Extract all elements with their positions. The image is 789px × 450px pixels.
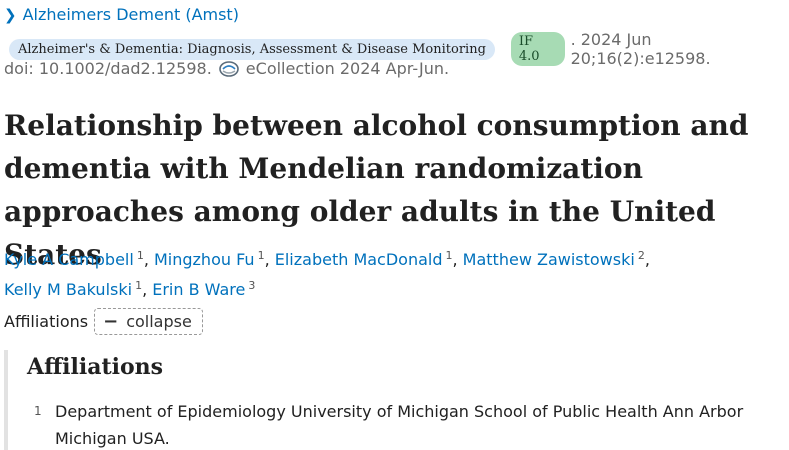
author-affiliation-ref[interactable]: 1 bbox=[135, 279, 143, 292]
chevron-right-icon: ❯ bbox=[4, 5, 17, 24]
doi-text: doi: 10.1002/dad2.12598. bbox=[4, 59, 212, 78]
author-link[interactable]: Kyle A Campbell bbox=[4, 250, 134, 269]
ecollection-icon bbox=[218, 60, 239, 77]
article-title: Relationship between alcohol consumption… bbox=[4, 109, 749, 271]
author-link[interactable]: Erin B Ware bbox=[152, 280, 246, 299]
affiliations-panel: Affiliations 1 Department of Epidemiolog… bbox=[4, 350, 788, 450]
author-link[interactable]: Matthew Zawistowski bbox=[462, 250, 635, 269]
affiliation-number: 1 bbox=[34, 404, 42, 418]
affiliations-toggle-row: Affiliations − collapse bbox=[4, 308, 203, 335]
author-affiliation-ref[interactable]: 1 bbox=[445, 249, 453, 262]
author-link[interactable]: Mingzhou Fu bbox=[153, 250, 255, 269]
author-affiliation-ref[interactable]: 3 bbox=[248, 279, 256, 292]
author-affiliation-ref[interactable]: 2 bbox=[637, 249, 645, 262]
impact-factor-badge[interactable]: IF 4.0 bbox=[510, 32, 565, 66]
author-link[interactable]: Elizabeth MacDonald bbox=[274, 250, 443, 269]
author-affiliation-ref[interactable]: 1 bbox=[257, 249, 265, 262]
affiliation-text: Department of Epidemiology University of… bbox=[55, 402, 744, 448]
citation-line: Alzheimer's & Dementia: Diagnosis, Asses… bbox=[9, 30, 789, 68]
journal-short-name: Alzheimers Dement (Amst) bbox=[22, 5, 239, 24]
affiliation-item: 1 Department of Epidemiology University … bbox=[34, 398, 754, 450]
collapse-affiliations-button[interactable]: − collapse bbox=[94, 308, 203, 335]
minus-icon: − bbox=[103, 310, 119, 332]
journal-link[interactable]: ❯ Alzheimers Dement (Amst) bbox=[4, 5, 239, 24]
author-link[interactable]: Kelly M Bakulski bbox=[4, 280, 133, 299]
author-list: Kyle A Campbell 1, Mingzhou Fu 1, Elizabet… bbox=[4, 249, 650, 299]
doi-line: doi: 10.1002/dad2.12598. eCollection 202… bbox=[4, 59, 449, 78]
journal-full-name-badge[interactable]: Alzheimer's & Dementia: Diagnosis, Asses… bbox=[9, 38, 495, 60]
ecollection-text: eCollection 2024 Apr-Jun. bbox=[245, 59, 450, 78]
collapse-label: collapse bbox=[126, 312, 192, 331]
affiliations-heading: Affiliations bbox=[27, 354, 164, 380]
author-affiliation-ref[interactable]: 1 bbox=[136, 249, 144, 262]
citation-date: . 2024 Jun 20;16(2):e12598. bbox=[570, 30, 711, 68]
affiliations-label: Affiliations bbox=[4, 312, 89, 331]
